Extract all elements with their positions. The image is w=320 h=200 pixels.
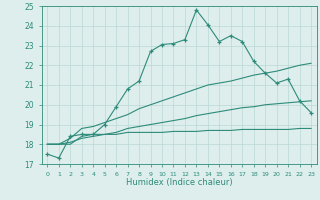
X-axis label: Humidex (Indice chaleur): Humidex (Indice chaleur) [126,178,233,187]
